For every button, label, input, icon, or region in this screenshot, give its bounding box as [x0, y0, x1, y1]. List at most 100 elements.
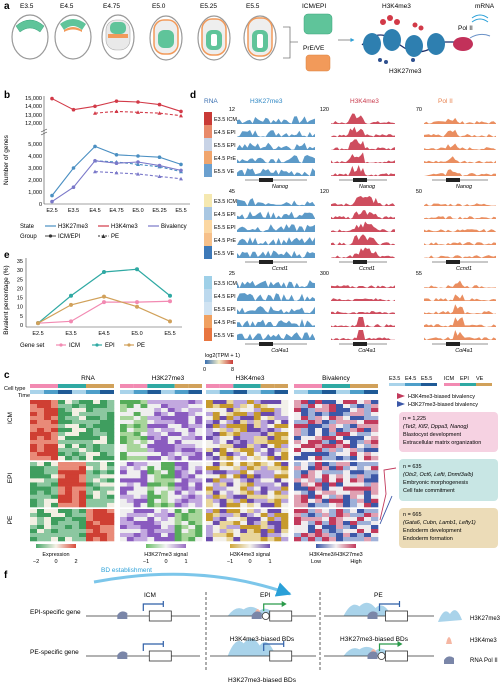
heatmap-cell — [343, 440, 351, 445]
heatmap-cell — [371, 486, 379, 491]
heatmap-cell — [240, 502, 248, 508]
heatmap-cell — [167, 482, 175, 487]
heatmap-cell — [364, 529, 372, 534]
heatmap-cell — [212, 470, 220, 475]
signal-track — [424, 216, 496, 219]
celltype-bar — [120, 384, 134, 388]
heatmap-cell — [322, 466, 330, 471]
heatmap-cell — [79, 521, 87, 526]
heatmap-cell — [294, 525, 302, 530]
heatmap-cell — [281, 412, 289, 417]
heatmap-cell — [212, 432, 220, 437]
colorbar-tick: 1 — [184, 559, 187, 565]
heatmap-cell — [350, 462, 358, 467]
heatmap-cell — [226, 470, 234, 475]
heatmap-cell — [294, 529, 302, 534]
heatmap-cell — [37, 436, 45, 441]
heatmap-cell — [93, 448, 101, 453]
legend-type: EPI — [460, 376, 469, 382]
heatmap-cell — [140, 452, 148, 457]
heatmap-cell — [350, 490, 358, 496]
heatmap-cell — [140, 436, 148, 441]
heatmap-cell — [93, 490, 101, 496]
heatmap-cell — [226, 440, 234, 445]
heatmap-cell — [281, 486, 289, 491]
heatmap-cell — [30, 456, 38, 461]
legend-state: Bivalency — [161, 224, 187, 230]
heatmap-cell — [86, 408, 94, 413]
heatmap-cell — [65, 529, 73, 534]
rna-cell — [204, 302, 212, 315]
heatmap-cell — [51, 444, 59, 449]
xtick-label: E5.5 — [175, 208, 186, 214]
heatmap-cell — [233, 517, 241, 522]
signal-track — [424, 294, 496, 301]
data-point — [136, 160, 140, 164]
heatmap-cell — [140, 482, 148, 487]
heatmap-cell — [274, 486, 282, 491]
heatmap-cell — [274, 537, 282, 542]
heatmap-cell — [51, 408, 59, 413]
heatmap-cell — [294, 412, 302, 417]
heatmap-cell — [329, 444, 337, 449]
time-bar — [219, 390, 234, 394]
heatmap-cell — [30, 537, 38, 542]
heatmap-cell — [371, 404, 379, 409]
heatmap-cell — [140, 400, 148, 405]
heatmap-cell — [329, 440, 337, 445]
heatmap-cell — [126, 478, 134, 483]
heatmap-cell — [343, 509, 351, 514]
heatmap-cell — [212, 462, 220, 467]
heatmap-cell — [195, 521, 203, 526]
heatmap-cell — [58, 424, 66, 429]
heatmap-cell — [174, 494, 182, 500]
heatmap-cell — [126, 482, 134, 487]
heatmap-cell — [212, 400, 220, 405]
heatmap-cell — [181, 486, 189, 491]
heatmap-cell — [37, 502, 45, 508]
heatmap-cell — [86, 513, 94, 518]
celltype-bar — [206, 384, 220, 388]
heatmap-cell — [181, 517, 189, 522]
heatmap-cell — [267, 444, 275, 449]
icm-epi-label: ICM/EPI — [302, 3, 326, 10]
heatmap-cell — [126, 436, 134, 441]
heatmap-cell — [240, 494, 248, 500]
heatmap-cell — [343, 537, 351, 542]
heatmap-cell — [343, 408, 351, 413]
series-line — [94, 110, 182, 117]
heatmap-cell — [72, 436, 80, 441]
xtick-label: E3.5 — [68, 208, 79, 214]
gene-exon — [259, 178, 273, 182]
heatmap-cell — [336, 517, 344, 522]
heatmap-cell — [260, 432, 268, 437]
heatmap-cell — [126, 502, 134, 508]
heatmap-cell — [30, 440, 38, 445]
heatmap-cell — [322, 448, 330, 453]
heatmap-cell — [315, 537, 323, 542]
panel-d-colorbar: log2(TPM + 1) 0 8 — [203, 353, 240, 373]
heatmap-cell — [72, 412, 80, 417]
heatmap-cell — [154, 486, 162, 491]
heatmap-cell — [301, 470, 309, 475]
signal-track — [424, 203, 496, 206]
ytick: 1,000 — [28, 190, 42, 196]
heatmap-cell — [260, 521, 268, 526]
heatmap-cell — [371, 432, 379, 437]
panel-c: c RNA H3K27me3 H3K4me3 Bivalency Cell ty… — [4, 370, 498, 565]
time-bar — [308, 390, 322, 394]
heatmap-cell — [100, 498, 108, 504]
heatmap-cell — [336, 432, 344, 437]
data-point — [93, 104, 97, 109]
heatmap-cell — [120, 400, 128, 405]
col-header-rna: RNA — [204, 98, 218, 105]
heatmap-cell — [247, 456, 255, 461]
heatmap-cell — [247, 521, 255, 526]
heatmap-cell — [93, 416, 101, 421]
heatmap-cell — [233, 400, 241, 405]
heatmap-cell — [51, 424, 59, 429]
heatmap-cell — [161, 470, 169, 475]
heatmap-cell — [247, 474, 255, 479]
panel-f: f BD establishment ICM EPI PE EPI-specif… — [4, 567, 501, 684]
heatmap-cell — [195, 408, 203, 413]
